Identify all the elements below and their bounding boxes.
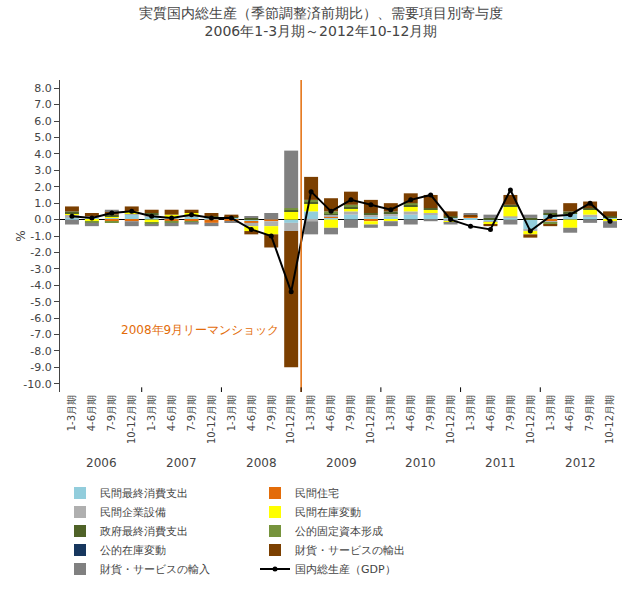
svg-text:7-9月期: 7-9月期 [505, 395, 516, 431]
svg-text:4-6月期: 4-6月期 [485, 395, 496, 431]
svg-text:民間在庫変動: 民間在庫変動 [295, 506, 361, 519]
svg-text:1-3月期: 1-3月期 [226, 395, 237, 431]
svg-text:2011: 2011 [485, 456, 516, 470]
svg-text:2009: 2009 [326, 456, 357, 470]
svg-text:財貨・サービスの輸出: 財貨・サービスの輸出 [295, 544, 405, 557]
svg-text:-1.0: -1.0 [30, 230, 51, 243]
svg-text:7-9月期: 7-9月期 [106, 395, 117, 431]
svg-text:0.0: 0.0 [34, 213, 52, 226]
svg-text:4-6月期: 4-6月期 [325, 395, 336, 431]
svg-text:政府最終消費支出: 政府最終消費支出 [100, 525, 188, 538]
svg-text:公的固定資本形成: 公的固定資本形成 [295, 525, 383, 538]
svg-text:10-12月期: 10-12月期 [285, 395, 296, 444]
svg-text:-2.0: -2.0 [30, 246, 51, 259]
svg-text:2006: 2006 [86, 456, 117, 470]
svg-text:7-9月期: 7-9月期 [584, 395, 595, 431]
svg-text:1-3月期: 1-3月期 [66, 395, 77, 431]
svg-text:7-9月期: 7-9月期 [345, 395, 356, 431]
svg-text:-4.0: -4.0 [30, 279, 51, 292]
svg-text:7-9月期: 7-9月期 [266, 395, 277, 431]
svg-text:-7.0: -7.0 [30, 328, 51, 341]
svg-text:2007: 2007 [166, 456, 197, 470]
svg-text:4-6月期: 4-6月期 [405, 395, 416, 431]
svg-text:10-12月期: 10-12月期 [126, 395, 137, 444]
svg-text:民間住宅: 民間住宅 [295, 487, 339, 500]
svg-text:-5.0: -5.0 [30, 296, 51, 309]
svg-text:公的在庫変動: 公的在庫変動 [100, 544, 166, 557]
svg-text:4-6月期: 4-6月期 [246, 395, 257, 431]
svg-text:-6.0: -6.0 [30, 312, 51, 325]
svg-text:民間最終消費支出: 民間最終消費支出 [100, 487, 188, 500]
svg-text:4-6月期: 4-6月期 [166, 395, 177, 431]
svg-text:10-12月期: 10-12月期 [365, 395, 376, 444]
svg-text:-10.0: -10.0 [23, 378, 51, 391]
svg-text:4-6月期: 4-6月期 [86, 395, 97, 431]
svg-text:国内総生産（GDP）: 国内総生産（GDP） [295, 563, 396, 576]
svg-text:1-3月期: 1-3月期 [385, 395, 396, 431]
svg-text:4-6月期: 4-6月期 [564, 395, 575, 431]
svg-text:2010: 2010 [405, 456, 436, 470]
svg-text:7-9月期: 7-9月期 [186, 395, 197, 431]
svg-text:財貨・サービスの輸入: 財貨・サービスの輸入 [100, 563, 210, 576]
svg-text:7-9月期: 7-9月期 [425, 395, 436, 431]
svg-text:2008: 2008 [246, 456, 277, 470]
svg-text:1-3月期: 1-3月期 [545, 395, 556, 431]
svg-text:10-12月期: 10-12月期 [525, 395, 536, 444]
svg-text:1.0: 1.0 [34, 197, 52, 210]
svg-text:1-3月期: 1-3月期 [465, 395, 476, 431]
svg-text:6.0: 6.0 [34, 115, 52, 128]
svg-text:7.0: 7.0 [34, 98, 52, 111]
svg-text:10-12月期: 10-12月期 [445, 395, 456, 444]
svg-text:10-12月期: 10-12月期 [604, 395, 615, 444]
svg-text:3.0: 3.0 [34, 164, 52, 177]
svg-text:1-3月期: 1-3月期 [305, 395, 316, 431]
svg-text:1-3月期: 1-3月期 [146, 395, 157, 431]
svg-text:4.0: 4.0 [34, 148, 52, 161]
svg-text:実質国内総生産（季節調整済前期比）、需要項目別寄与度2006: 実質国内総生産（季節調整済前期比）、需要項目別寄与度2006年1-3月期～201… [139, 5, 503, 39]
svg-text:10-12月期: 10-12月期 [206, 395, 217, 444]
svg-text:2008年9月リーマンショック: 2008年9月リーマンショック [121, 323, 279, 337]
svg-text:8.0: 8.0 [34, 82, 52, 95]
svg-text:-9.0: -9.0 [30, 361, 51, 374]
svg-text:2.0: 2.0 [34, 181, 52, 194]
svg-text:2012: 2012 [565, 456, 596, 470]
svg-text:民間企業設備: 民間企業設備 [100, 506, 166, 519]
svg-text:%: % [14, 230, 28, 241]
svg-text:-8.0: -8.0 [30, 345, 51, 358]
svg-text:5.0: 5.0 [34, 131, 52, 144]
svg-text:-3.0: -3.0 [30, 263, 51, 276]
